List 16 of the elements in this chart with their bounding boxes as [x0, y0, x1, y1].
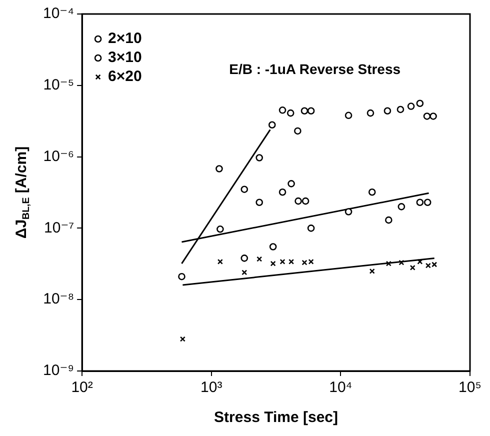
y-tick-label: 10⁻⁵ [43, 76, 74, 94]
legend-label: 3×10 [108, 49, 142, 66]
y-tick-label: 10⁻⁶ [43, 148, 74, 165]
x-tick-label: 10² [71, 379, 93, 396]
y-tick-label: 10⁻⁸ [43, 290, 74, 308]
x-tick-label: 10³ [200, 379, 222, 396]
y-tick-label: 10⁻⁹ [43, 362, 74, 380]
y-tick-label: 10⁻⁴ [42, 5, 74, 22]
legend-label: 6×20 [108, 68, 142, 86]
annotation: E/B : -1uA Reverse Stress [229, 60, 401, 77]
x-axis-title: Stress Time [sec] [214, 409, 338, 426]
y-axis-title: ΔJBL,E [A/cm] [13, 146, 32, 239]
x-tick-label: 10⁴ [329, 379, 352, 396]
legend-label: 2×10 [108, 30, 142, 48]
y-tick-label: 10⁻⁷ [44, 219, 74, 236]
x-tick-label: 10⁵ [458, 379, 482, 396]
